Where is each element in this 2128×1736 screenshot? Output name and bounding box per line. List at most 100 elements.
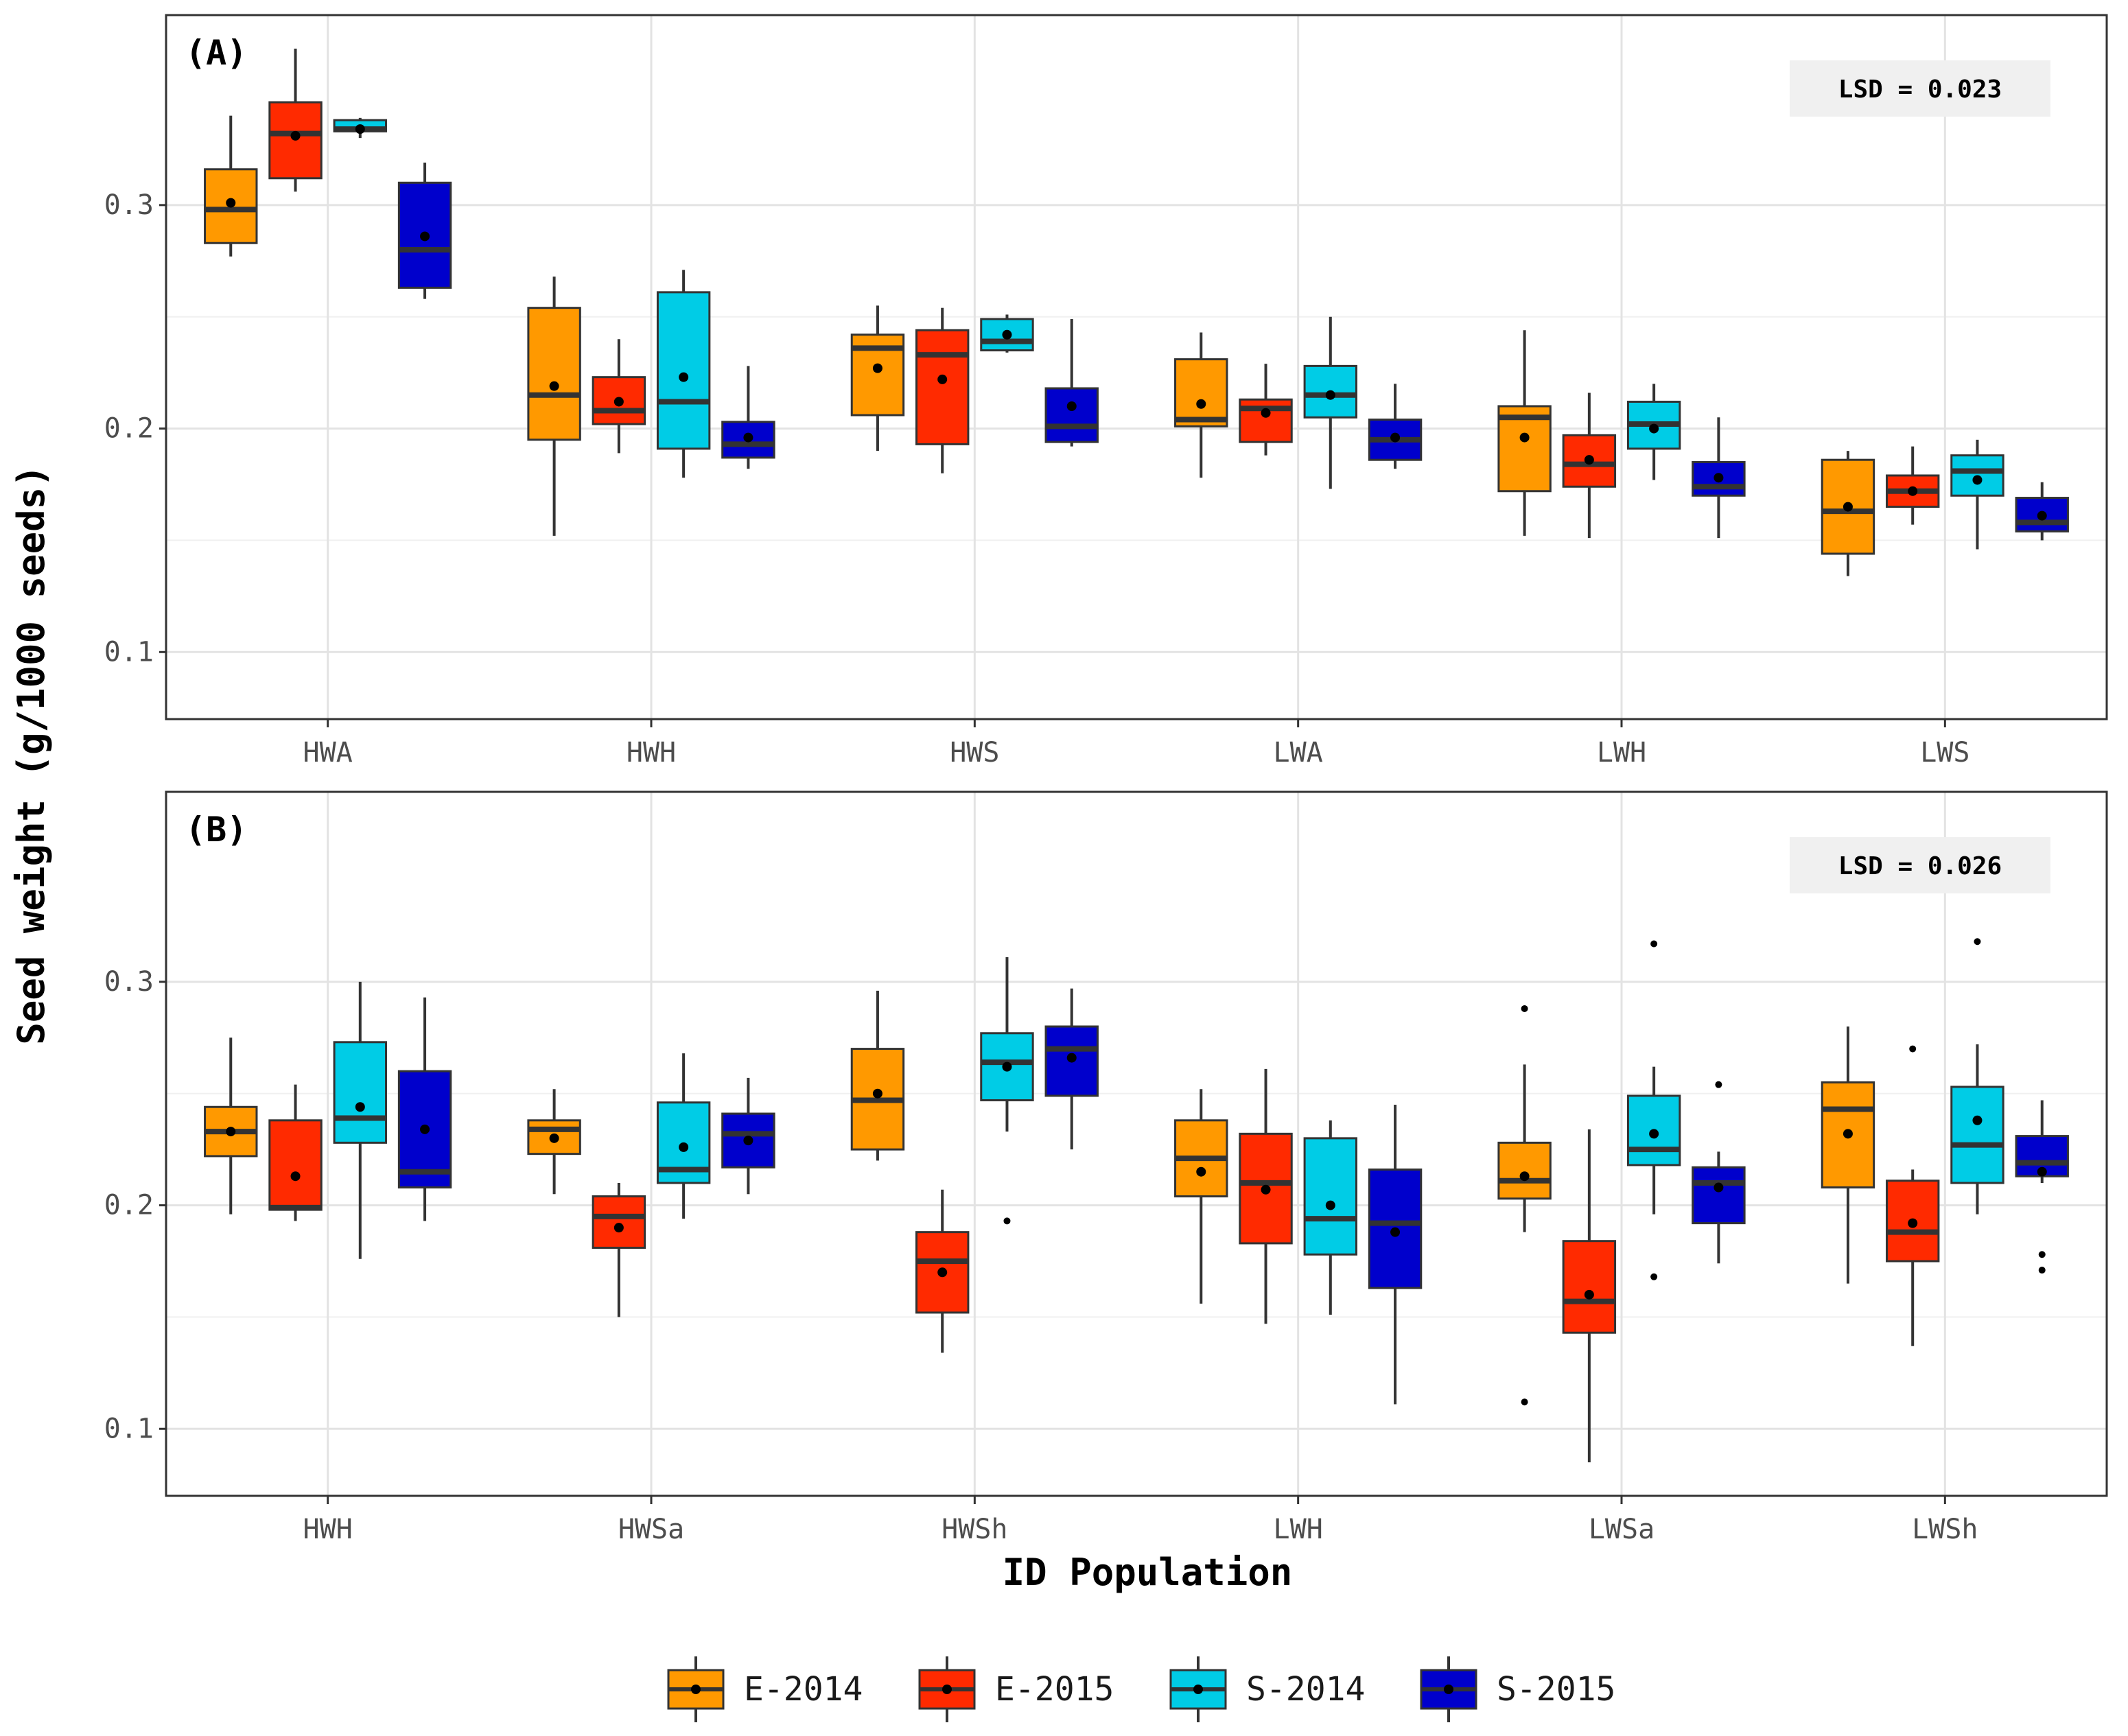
x-tick-label: HWSa <box>618 1514 684 1545</box>
box-body <box>268 1119 323 1211</box>
mean-point <box>613 397 624 407</box>
box-s-2014-hwa <box>333 117 388 139</box>
legend-mean-point <box>691 1685 701 1694</box>
box-body <box>1497 1141 1552 1200</box>
box-e-2014-lwsa <box>1497 1005 1552 1406</box>
mean-point <box>679 1142 689 1152</box>
box-body <box>268 101 323 180</box>
y-tick-label: 0.2 <box>104 413 154 445</box>
box-e-2015-hwh <box>592 339 646 454</box>
box-e-2015-lws <box>1885 446 1940 525</box>
x-axis-title: ID Population <box>1003 1551 1293 1594</box>
mean-point <box>226 198 236 208</box>
mean-point <box>549 1133 559 1143</box>
legend-mean-point <box>1193 1685 1203 1694</box>
outlier-point <box>1521 1398 1528 1406</box>
lsd-label: LSD = 0.023 <box>1838 75 2002 104</box>
box-e-2015-lwa <box>1239 364 1293 456</box>
box-body <box>1497 405 1552 493</box>
box-s-2015-hwh <box>721 366 775 469</box>
y-tick-label: 0.1 <box>104 636 154 668</box>
mean-point <box>743 1136 753 1146</box>
panel-tag: (A) <box>185 33 247 73</box>
box-s-2015-lwsa <box>1692 1081 1746 1264</box>
box-e-2014-hwsh <box>850 990 905 1161</box>
mean-point <box>1261 408 1271 418</box>
mean-point <box>355 124 365 134</box>
legend-item-s-2014: S-2014 <box>1169 1656 1365 1722</box>
y-tick-label: 0.1 <box>104 1413 154 1444</box>
outlier-point <box>2038 1267 2046 1274</box>
legend-mean-point <box>942 1685 952 1694</box>
panel-border <box>165 790 2108 1497</box>
legend-label: E-2014 <box>744 1670 863 1709</box>
box-e-2015-hwsh <box>915 1189 970 1353</box>
box-body <box>1950 1086 2004 1184</box>
mean-point <box>1714 473 1724 483</box>
box-s-2014-lwh <box>1626 384 1681 480</box>
x-tick-label: HWH <box>627 737 676 769</box>
mean-point <box>420 231 430 242</box>
box-s-2015-lwh <box>1368 1105 1423 1405</box>
legend-label: E-2015 <box>995 1670 1114 1709</box>
mean-point <box>1843 1129 1853 1139</box>
box-e-2014-lwsh <box>1821 1027 1875 1284</box>
box-body <box>915 329 970 445</box>
box-body <box>592 1195 646 1249</box>
box-s-2015-lws <box>2015 482 2069 541</box>
box-body <box>656 291 711 450</box>
box-e-2015-hwh <box>268 1084 323 1221</box>
legend-item-e-2015: E-2015 <box>918 1656 1114 1722</box>
box-body <box>1303 1137 1358 1256</box>
mean-point <box>1584 1289 1594 1300</box>
panel-background <box>166 792 2107 1496</box>
panel-tag: (B) <box>185 810 247 849</box>
box-s-2014-lwh <box>1303 1120 1358 1315</box>
mean-point <box>420 1124 430 1134</box>
outlier-point <box>1650 1273 1658 1280</box>
mean-point <box>1843 502 1853 512</box>
mean-point <box>1519 1171 1530 1182</box>
x-tick-label: LWA <box>1274 737 1323 769</box>
mean-point <box>226 1127 236 1137</box>
box-e-2015-lwsa <box>1562 1129 1617 1463</box>
mean-point <box>1390 432 1401 443</box>
mean-point <box>1325 390 1335 400</box>
lsd-box <box>1790 60 2050 117</box>
box-body <box>333 1041 388 1144</box>
mean-point <box>872 1088 882 1099</box>
mean-point <box>355 1102 365 1112</box>
box-s-2015-lwa <box>1368 384 1423 469</box>
box-s-2014-hwsh <box>980 957 1034 1225</box>
mean-point <box>1972 475 1983 485</box>
mean-point <box>743 432 753 443</box>
box-body <box>1562 1240 1617 1334</box>
box-s-2014-hwsa <box>656 1053 711 1219</box>
lsd-box <box>1790 837 2050 893</box>
box-e-2014-hwa <box>204 115 258 257</box>
x-tick-label: LWSh <box>1912 1514 1978 1545</box>
panel-background <box>166 15 2107 719</box>
mean-point <box>1390 1227 1401 1237</box>
mean-point <box>1584 455 1594 465</box>
box-e-2014-hwh <box>204 1037 258 1215</box>
box-s-2014-hwh <box>333 981 388 1259</box>
outlier-point <box>1521 1005 1528 1012</box>
legend: E-2014 E-2015 S-2014 S-2015 <box>667 1656 1615 1722</box>
box-e-2015-hws <box>915 307 970 473</box>
legend-label: S-2015 <box>1497 1670 1615 1709</box>
panel-a: 0.1 0.2 0.3 HWA HWH HWS LWA LWH LWS (A) LSD = 0.02… <box>104 14 2108 769</box>
outlier-point <box>1974 938 1981 946</box>
x-tick-label: HWH <box>303 1514 353 1545</box>
mean-point <box>1196 1166 1206 1177</box>
box-body <box>1174 358 1228 427</box>
mean-point <box>1261 1184 1271 1195</box>
panel-border <box>165 14 2108 720</box>
outlier-point <box>1909 1045 1917 1053</box>
mean-point <box>679 372 689 382</box>
mean-point <box>1908 1218 1918 1228</box>
box-e-2015-lwh <box>1562 392 1617 539</box>
box-s-2014-lwsa <box>1626 940 1681 1280</box>
y-tick-label: 0.3 <box>104 189 154 221</box>
mean-point <box>1649 1129 1659 1139</box>
